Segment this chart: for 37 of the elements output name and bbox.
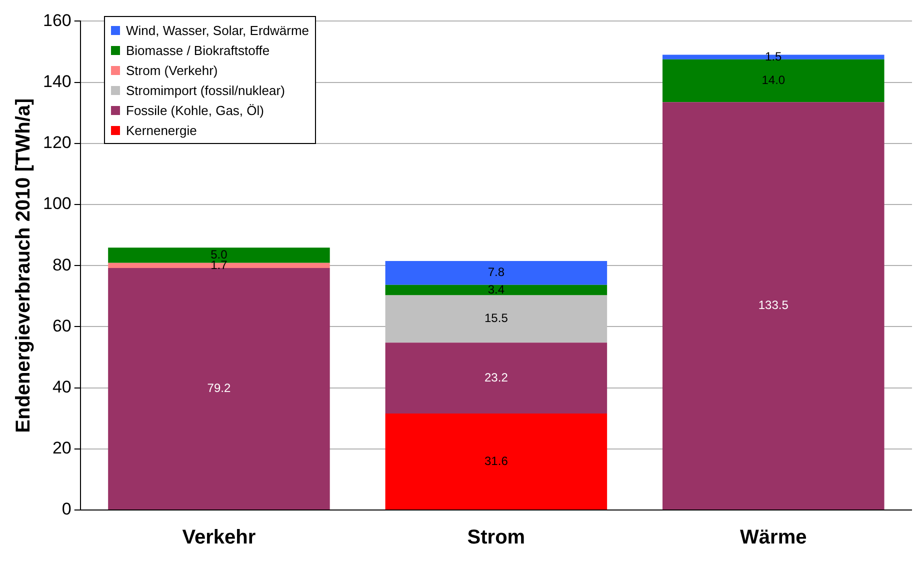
bar bbox=[385, 295, 608, 343]
bar bbox=[385, 413, 608, 510]
bar bbox=[385, 342, 608, 414]
y-tick-label: 100 bbox=[42, 194, 72, 214]
data-label: 7.8 bbox=[488, 265, 505, 280]
data-label: 5.0 bbox=[210, 248, 228, 262]
y-tick-label: 40 bbox=[52, 377, 72, 396]
bar bbox=[385, 284, 608, 296]
data-label: 79.2 bbox=[207, 381, 231, 396]
legend-label: Kernenergie bbox=[126, 122, 197, 138]
bar bbox=[385, 261, 608, 285]
data-label: 23.2 bbox=[484, 370, 508, 384]
legend-label: Stromimport (fossil/nuklear) bbox=[126, 82, 285, 98]
bar bbox=[108, 262, 330, 268]
y-tick-label: 120 bbox=[42, 133, 72, 152]
y-axis-title: Endenergieverbrauch 2010 [TWh/a] bbox=[12, 98, 35, 433]
legend-label: Wind, Wasser, Solar, Erdwärme bbox=[126, 22, 310, 38]
x-tick-label: Verkehr bbox=[182, 526, 256, 549]
data-label: 15.5 bbox=[484, 311, 508, 326]
bar bbox=[108, 268, 330, 510]
y-tick-label: 60 bbox=[52, 316, 72, 336]
data-label: 133.5 bbox=[758, 298, 789, 312]
y-tick-label: 80 bbox=[52, 255, 72, 274]
data-label: 3.4 bbox=[488, 282, 505, 296]
y-tick-label: 20 bbox=[52, 438, 72, 458]
x-tick-label: Strom bbox=[467, 526, 526, 549]
y-tick-label: 0 bbox=[62, 500, 72, 519]
data-label: 14.0 bbox=[762, 73, 786, 88]
legend-label: Fossile (Kohle, Gas, Öl) bbox=[126, 102, 264, 118]
legend-label: Biomasse / Biokraftstoffe bbox=[126, 42, 270, 58]
bar bbox=[662, 102, 884, 510]
bar bbox=[662, 59, 884, 102]
y-tick-label: 160 bbox=[42, 10, 72, 30]
x-tick-label: Wärme bbox=[740, 526, 807, 549]
data-label: 31.6 bbox=[484, 454, 508, 468]
legend-label: Strom (Verkehr) bbox=[126, 62, 218, 78]
y-tick-label: 140 bbox=[42, 72, 72, 91]
